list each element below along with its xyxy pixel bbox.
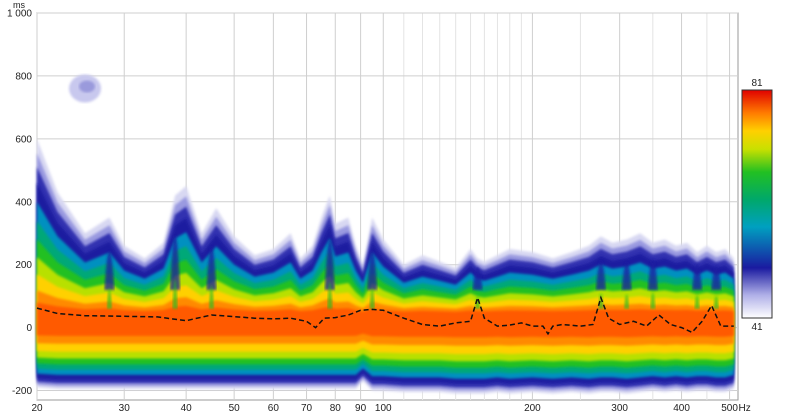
decay-ridge-core bbox=[694, 294, 700, 309]
y-tick-label: 400 bbox=[15, 197, 32, 208]
x-tick-label: 80 bbox=[330, 403, 342, 414]
decay-ridge-core bbox=[327, 281, 333, 309]
decay-ridge bbox=[206, 245, 217, 290]
y-tick-label: 800 bbox=[15, 71, 32, 82]
decay-ridge bbox=[104, 250, 115, 290]
x-tick-label: 100 bbox=[375, 403, 392, 414]
heatmap-layer bbox=[37, 74, 734, 394]
x-tick-label: 90 bbox=[355, 403, 367, 414]
decay-ridge-core bbox=[369, 287, 375, 309]
decay-ridge bbox=[367, 250, 378, 290]
decay-ridge bbox=[324, 239, 335, 290]
x-tick-label: 30 bbox=[119, 403, 131, 414]
decay-ridge-core bbox=[650, 292, 656, 309]
x-tick-label: 400 bbox=[673, 403, 690, 414]
x-tick-label: 300 bbox=[611, 403, 628, 414]
decay-blob-core bbox=[79, 80, 96, 93]
y-axis-unit: ms bbox=[13, 0, 25, 10]
colorbar-min-label: 41 bbox=[751, 322, 763, 333]
decay-ridge bbox=[472, 266, 483, 290]
x-tick-label: 60 bbox=[268, 403, 280, 414]
x-tick-label: 40 bbox=[181, 403, 193, 414]
decay-ridge bbox=[595, 260, 606, 290]
peak-line bbox=[36, 295, 734, 336]
colorbar-max-label: 81 bbox=[751, 78, 763, 89]
y-tick-label: 0 bbox=[26, 323, 32, 334]
decay-ridge bbox=[170, 234, 181, 290]
heat-band bbox=[37, 302, 734, 338]
decay-ridge-core bbox=[598, 293, 604, 309]
decay-ridge bbox=[692, 263, 703, 290]
colorbar bbox=[741, 89, 773, 319]
x-tick-label: 500 bbox=[721, 403, 738, 414]
decay-ridge-core bbox=[624, 293, 630, 309]
decay-ridge bbox=[711, 264, 722, 290]
decay-ridge-core bbox=[713, 295, 719, 309]
decay-ridge-core bbox=[208, 285, 214, 309]
decay-ridge bbox=[621, 261, 632, 290]
peak-line-layer bbox=[36, 295, 734, 336]
x-tick-label: 20 bbox=[31, 403, 43, 414]
decay-ridge-core bbox=[106, 287, 112, 309]
y-tick-label: 600 bbox=[15, 134, 32, 145]
decay-ridge bbox=[647, 258, 658, 290]
y-tick-label: 1 000 bbox=[7, 9, 32, 20]
x-axis-unit: Hz bbox=[739, 403, 751, 414]
decay-ridge-core bbox=[172, 279, 178, 309]
x-tick-label: 50 bbox=[229, 403, 241, 414]
x-tick-label: 70 bbox=[301, 403, 313, 414]
axis-ticks: 20 30 40 50 60 70 80 90 100 200 300 400 500 1 000 800 6… bbox=[7, 9, 738, 414]
y-tick-label: 200 bbox=[15, 260, 32, 271]
y-tick-label: -200 bbox=[12, 386, 32, 397]
x-tick-label: 200 bbox=[524, 403, 541, 414]
